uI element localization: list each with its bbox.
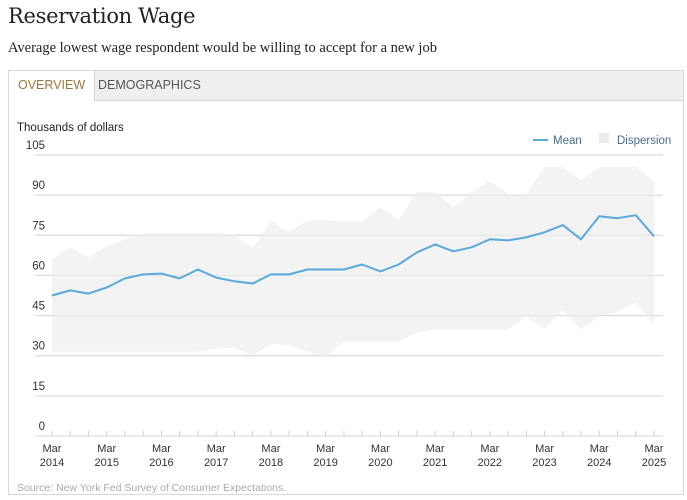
mean-point[interactable] <box>140 271 146 277</box>
mean-point[interactable] <box>286 271 292 277</box>
y-tick-label: 60 <box>32 260 45 272</box>
mean-point[interactable] <box>122 275 128 281</box>
mean-point[interactable] <box>542 229 548 235</box>
mean-point[interactable] <box>615 215 621 221</box>
x-tick-label-year: 2021 <box>423 457 447 469</box>
mean-point[interactable] <box>67 287 73 293</box>
tab-demographics[interactable]: DEMOGRAPHICS <box>98 78 201 92</box>
mean-point[interactable] <box>250 280 256 286</box>
page-subtitle: Average lowest wage respondent would be … <box>8 40 437 56</box>
mean-point[interactable] <box>323 267 329 273</box>
mean-point[interactable] <box>231 278 237 284</box>
mean-point[interactable] <box>158 271 164 277</box>
x-ticks: Mar 2014 Mar 2015 Mar 2016 Mar 2017 Mar 2018 Mar 20… <box>40 431 666 469</box>
mean-point[interactable] <box>268 271 274 277</box>
mean-point[interactable] <box>304 267 310 273</box>
y-tick-label: 15 <box>32 381 45 393</box>
x-tick-label-year: 2018 <box>259 457 283 469</box>
y-axis-title: Thousands of dollars <box>17 122 124 134</box>
legend-mean-label[interactable]: Mean <box>553 135 582 147</box>
mean-point[interactable] <box>505 237 511 243</box>
mean-point[interactable] <box>633 212 639 218</box>
y-tick-label: 75 <box>32 220 45 232</box>
legend-dispersion-label[interactable]: Dispersion <box>617 135 671 147</box>
mean-point[interactable] <box>651 233 657 239</box>
x-tick-label-month: Mar <box>97 443 116 455</box>
y-tick-label: 30 <box>32 341 45 353</box>
y-tick-label: 105 <box>26 140 45 152</box>
x-tick-label-month: Mar <box>207 443 226 455</box>
y-tick-label: 0 <box>39 421 45 433</box>
page-title: Reservation Wage <box>8 4 196 28</box>
x-tick-label-month: Mar <box>480 443 499 455</box>
mean-point[interactable] <box>523 234 529 240</box>
legend-dispersion-swatch <box>599 133 609 143</box>
mean-point[interactable] <box>450 248 456 254</box>
x-tick-label-month: Mar <box>261 443 280 455</box>
x-tick-label-month: Mar <box>316 443 335 455</box>
mean-line <box>51 214 655 297</box>
dispersion-area <box>52 167 654 357</box>
mean-point[interactable] <box>578 236 584 242</box>
y-tick-label: 45 <box>32 301 45 313</box>
mean-point[interactable] <box>414 249 420 255</box>
x-tick-label-year: 2017 <box>204 457 228 469</box>
x-tick-label-month: Mar <box>371 443 390 455</box>
x-tick-label-year: 2024 <box>587 457 611 469</box>
x-tick-label-month: Mar <box>590 443 609 455</box>
x-tick-label-year: 2025 <box>642 457 666 469</box>
x-tick-label-year: 2023 <box>532 457 556 469</box>
tab-overview[interactable]: OVERVIEW <box>9 71 96 101</box>
mean-point[interactable] <box>49 293 55 299</box>
y-tick-label: 90 <box>32 180 45 192</box>
x-tick-label-year: 2022 <box>478 457 502 469</box>
mean-point[interactable] <box>469 244 475 250</box>
mean-point[interactable] <box>359 261 365 267</box>
mean-layer <box>49 212 657 299</box>
x-tick-label-year: 2015 <box>94 457 118 469</box>
x-tick-label-year: 2016 <box>149 457 173 469</box>
x-tick-label-year: 2019 <box>313 457 337 469</box>
tab-bar: OVERVIEW DEMOGRAPHICS <box>9 71 683 101</box>
mean-point[interactable] <box>104 284 110 290</box>
x-tick-label-month: Mar <box>152 443 171 455</box>
mean-point[interactable] <box>596 213 602 219</box>
x-tick-label-month: Mar <box>645 443 664 455</box>
x-tick-label-year: 2014 <box>40 457 64 469</box>
mean-point[interactable] <box>396 261 402 267</box>
mean-point[interactable] <box>177 275 183 281</box>
mean-point[interactable] <box>560 222 566 228</box>
x-tick-label-month: Mar <box>43 443 62 455</box>
y-ticks: 0 15 30 45 60 75 90 105 <box>26 140 45 433</box>
mean-point[interactable] <box>213 275 219 281</box>
x-tick-label-month: Mar <box>535 443 554 455</box>
source-note: Source: New York Fed Survey of Consumer … <box>17 482 286 494</box>
legend: Mean Dispersion <box>533 133 671 147</box>
mean-point[interactable] <box>377 268 383 274</box>
x-tick-label-month: Mar <box>426 443 445 455</box>
mean-point[interactable] <box>195 267 201 273</box>
mean-point[interactable] <box>487 236 493 242</box>
mean-point[interactable] <box>85 291 91 297</box>
mean-point[interactable] <box>341 267 347 273</box>
dispersion-layer <box>35 154 663 437</box>
mean-point[interactable] <box>432 241 438 247</box>
x-tick-label-year: 2020 <box>368 457 392 469</box>
